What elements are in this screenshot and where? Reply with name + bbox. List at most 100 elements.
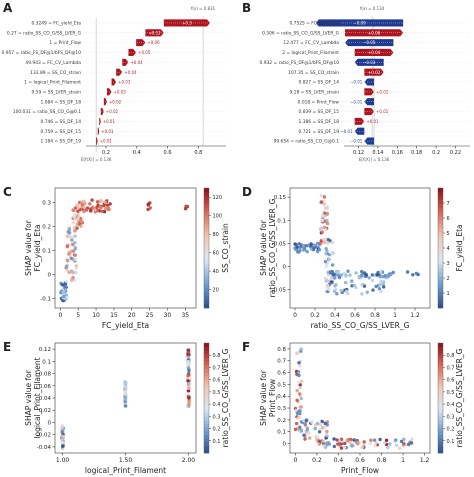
colorbar-segment: [438, 383, 443, 388]
scatter-point: [123, 392, 127, 396]
colorbar-segment: [204, 208, 209, 213]
scatter-point: [339, 446, 344, 450]
scatter-point: [319, 200, 324, 204]
scatter-point: [318, 228, 323, 232]
scatter-point: [307, 431, 311, 435]
feature-label: 9.59 = SS_LVER_strain: [31, 89, 81, 95]
scatter-point: [72, 214, 76, 219]
feature-label: 0.018 = Print_Flow: [298, 99, 340, 105]
scatter-point: [327, 287, 331, 292]
x-tick-label: 1.2: [410, 312, 420, 319]
scatter-point: [364, 272, 368, 277]
scatter-point: [323, 259, 328, 264]
colorbar-tick-label: 3: [447, 261, 450, 267]
colorbar-segment: [204, 343, 209, 347]
scatter-point: [325, 206, 329, 210]
x-tick-label: 0.18: [411, 150, 422, 156]
scatter-point: [325, 429, 329, 434]
colorbar-segment: [204, 379, 209, 384]
colorbar-segment: [204, 232, 209, 237]
colorbar-segment: [438, 292, 443, 297]
feature-label: 0.827 = SS_DF_14: [299, 80, 340, 86]
scatter-point: [321, 439, 325, 443]
scatter-point: [344, 281, 348, 285]
colorbar-tick-label: 120: [213, 195, 223, 201]
panel-letter: D: [242, 185, 252, 199]
x-tick-label: 25: [146, 312, 154, 319]
colorbar-segment: [204, 361, 209, 366]
scatter-point: [332, 437, 336, 441]
feature-label: 0.839 = SS_DF_15: [299, 109, 340, 115]
scatter-point: [339, 288, 343, 293]
scatter-point: [414, 271, 419, 276]
panel-letter: B: [242, 1, 251, 15]
colorbar-segment: [204, 244, 209, 249]
feature-label: 9.18 = SS_LVER_strain: [289, 89, 339, 95]
scatter-point: [73, 253, 78, 257]
scatter-point: [313, 426, 317, 431]
scatter-point: [60, 283, 65, 287]
colorbar-segment: [204, 387, 209, 391]
scatter-point: [103, 200, 107, 204]
scatter-point: [71, 220, 75, 225]
colorbar-segment: [204, 357, 209, 362]
colorbar-segment: [204, 365, 209, 369]
scatter-point: [72, 208, 76, 213]
colorbar-frame: [203, 187, 210, 309]
colorbar-segment: [438, 244, 443, 249]
scatter-point: [370, 278, 375, 283]
x-tick-label: 1.2: [420, 457, 430, 464]
feature-label: 2 = logical_Print_Filament: [282, 50, 339, 56]
scatter-point: [409, 441, 414, 445]
colorbar-segment: [438, 212, 443, 217]
x-tick-label: 0.4: [334, 457, 344, 464]
colorbar-segment: [204, 224, 209, 229]
y-axis-label: ratio_SS_CO_G/SS_LVER_G: [268, 198, 277, 297]
scatter-point: [100, 209, 104, 213]
colorbar-tick-label: 0.5: [447, 390, 455, 396]
colorbar-segment: [438, 416, 443, 421]
scatter-panel-c: C 0 5 10 15 20 25 30 35 -0.1 0 0.1 0.2 0.3 FC_yield_Et…: [3, 185, 230, 330]
colorbar-segment: [438, 368, 443, 373]
scatter-point: [362, 440, 366, 444]
scatter-point: [295, 411, 300, 416]
scatter-point: [305, 250, 309, 254]
contrib-label: +0.01: [376, 89, 389, 94]
waterfall-bar: [96, 137, 98, 145]
x-tick-label: 0: [293, 312, 297, 319]
scatter-point: [123, 404, 128, 408]
colorbar-segment: [204, 228, 209, 233]
scatter-point: [335, 292, 339, 296]
scatter-point: [90, 198, 94, 202]
scatter-point: [73, 229, 77, 233]
scatter-point: [330, 240, 335, 245]
feature-label: 100.031 = ratio_SS_CO_G@0.1: [13, 109, 81, 115]
scatter-point: [306, 243, 311, 247]
x-tick-label: 0.8: [370, 312, 380, 319]
panel-letter: C: [3, 185, 12, 199]
colorbar-label: SS_CO_strain: [221, 223, 230, 273]
scatter-point: [373, 444, 377, 448]
x-tick-label: 0.22: [450, 150, 461, 156]
colorbar-segment: [438, 300, 443, 305]
waterfall-bar: [354, 48, 394, 57]
colorbar-segment: [438, 276, 443, 281]
contrib-label: +0.04: [368, 50, 381, 55]
scatter-point: [324, 252, 328, 256]
contrib-label: +0.03: [118, 80, 131, 85]
scatter-point: [383, 274, 388, 278]
colorbar-label: ratio_SS_CO_G/SS_LVER_G: [455, 348, 464, 447]
scatter-point: [303, 423, 307, 427]
x-tick-label: 0.2: [432, 150, 440, 156]
scatter-point: [300, 379, 304, 383]
scatter-point: [303, 437, 307, 441]
y-tick-label: 0.1: [42, 248, 51, 254]
scatter-point: [374, 284, 378, 289]
colorbar-tick-label: 80: [213, 232, 219, 238]
scatter-point: [295, 421, 299, 426]
scatter-point: [369, 438, 373, 442]
colorbar-segment: [204, 280, 209, 285]
contrib-label: +0.02: [106, 109, 119, 114]
scatter-point: [378, 437, 382, 442]
